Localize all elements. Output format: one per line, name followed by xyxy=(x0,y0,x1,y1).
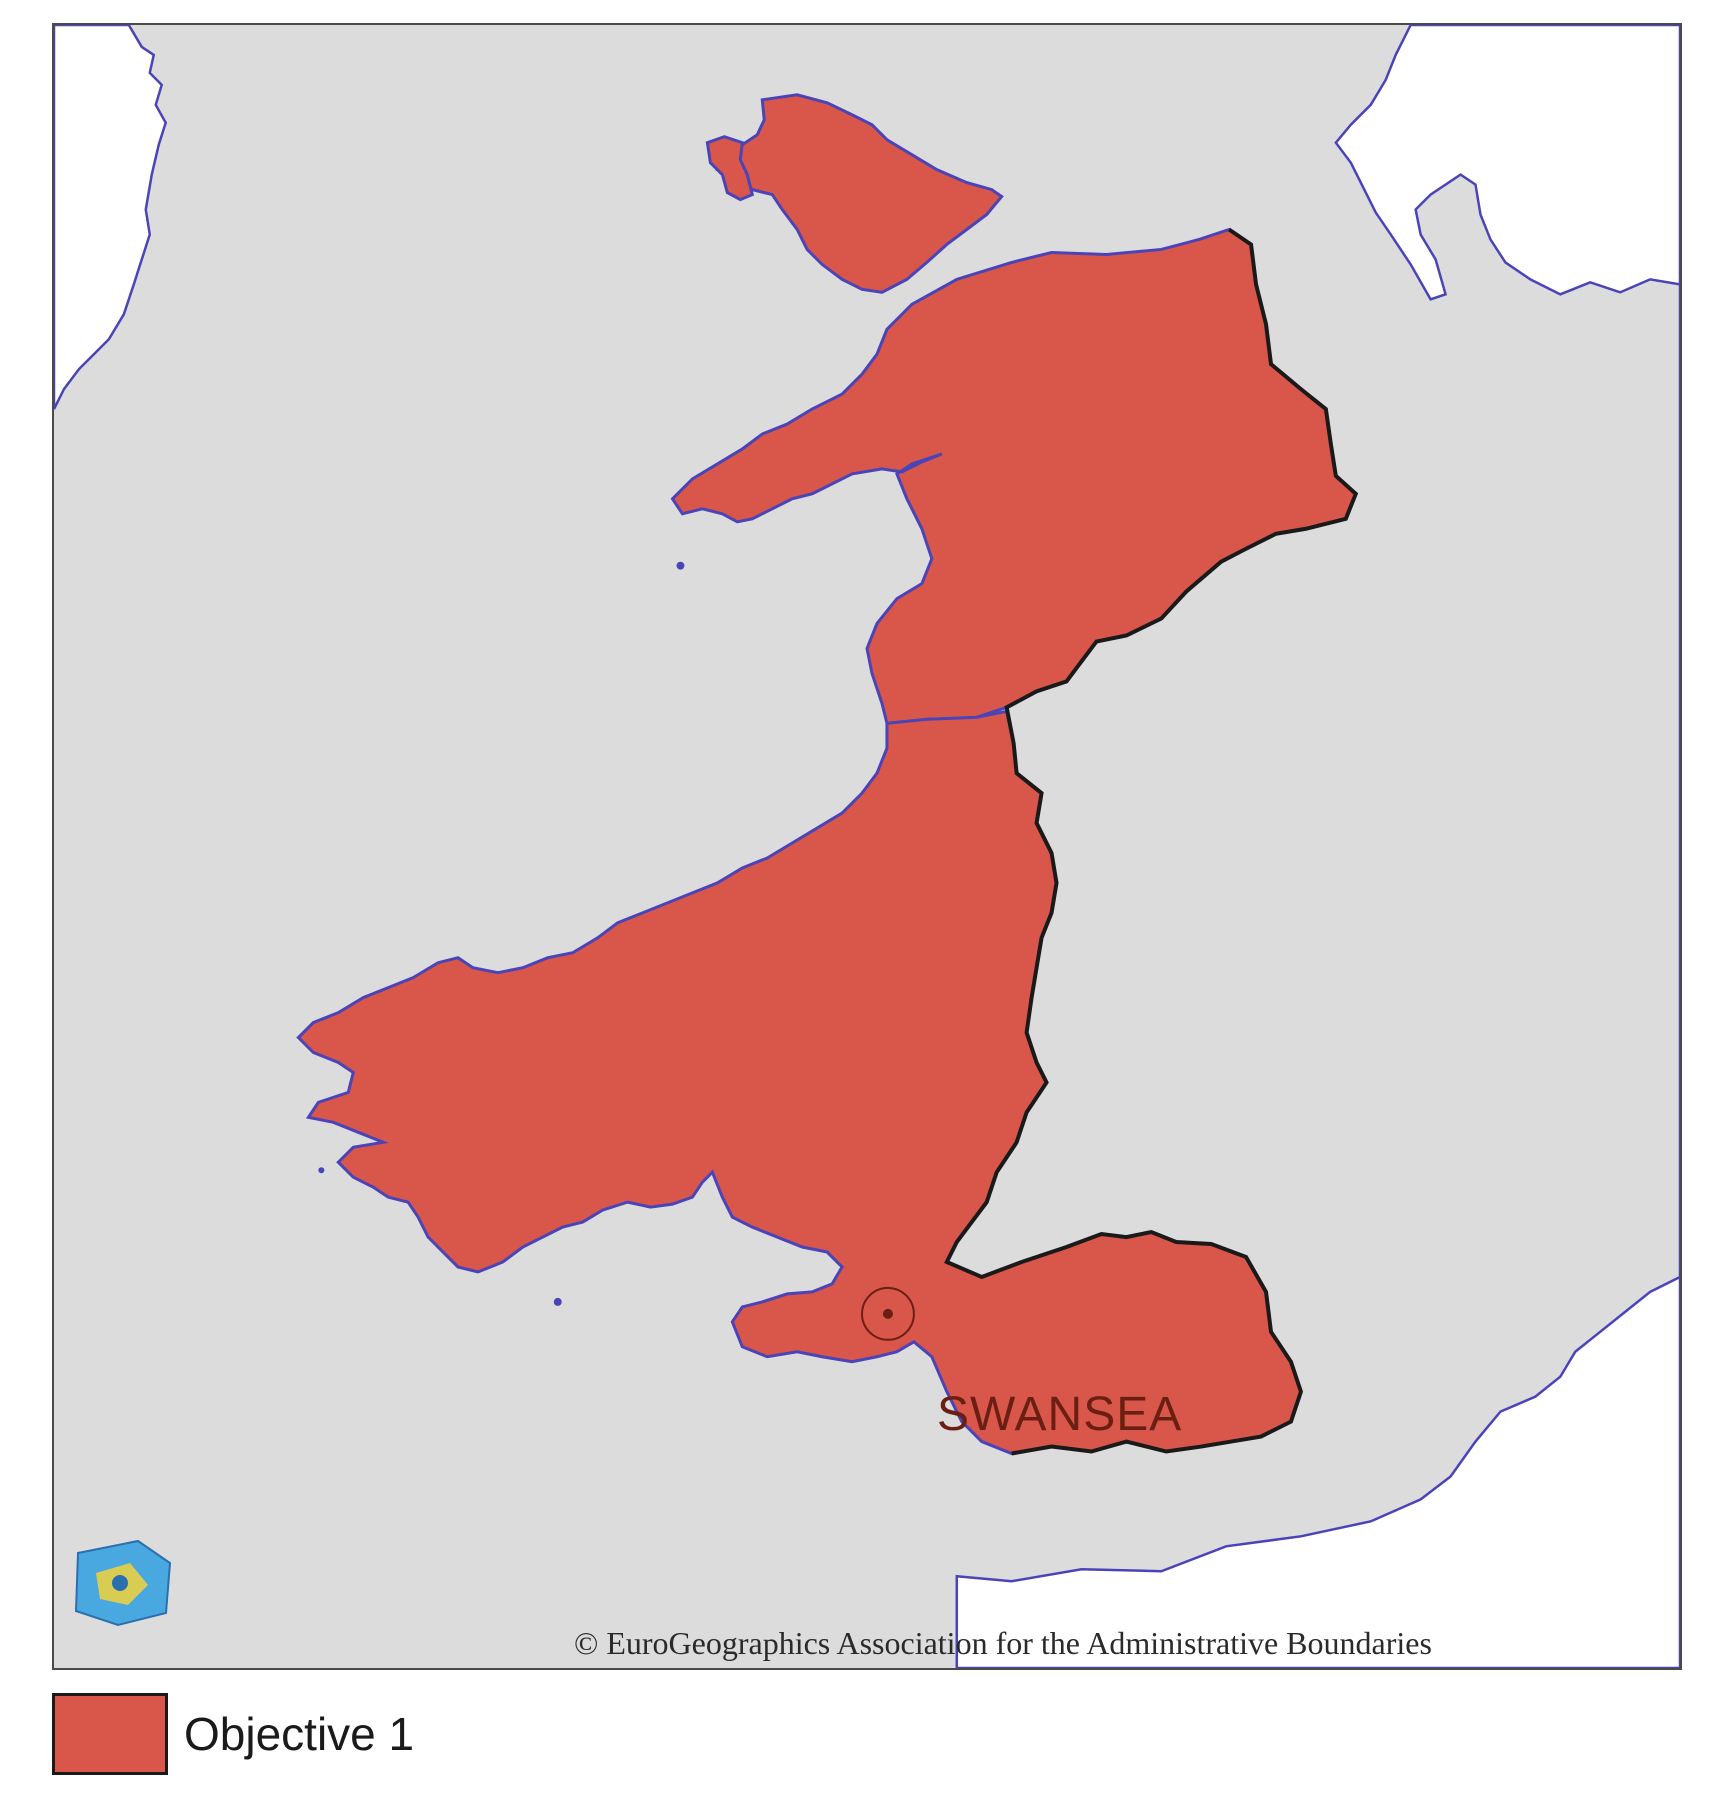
wales-england-border xyxy=(944,227,1359,1456)
swansea-marker-dot xyxy=(882,1308,893,1319)
legend: Objective 1 xyxy=(52,1693,414,1775)
map-frame: SWANSEA © EuroGeographics Association fo… xyxy=(52,23,1682,1670)
eurogeographics-logo-icon xyxy=(68,1533,180,1629)
city-label-swansea: SWANSEA xyxy=(937,1388,1183,1441)
island-dot xyxy=(318,1167,325,1174)
copyright-notice: © EuroGeographics Association for the Ad… xyxy=(574,1625,1432,1661)
island-dot xyxy=(553,1297,562,1306)
map-canvas xyxy=(54,25,1680,1668)
swansea-marker-ring xyxy=(861,1286,915,1341)
england-landmass xyxy=(955,25,1680,1668)
legend-label-objective-1: Objective 1 xyxy=(184,1708,415,1760)
legend-swatch-objective-1 xyxy=(52,1693,168,1775)
island-dot xyxy=(676,561,685,570)
ireland-landmass xyxy=(54,25,168,410)
objective-1-region-holy-island xyxy=(705,135,755,202)
